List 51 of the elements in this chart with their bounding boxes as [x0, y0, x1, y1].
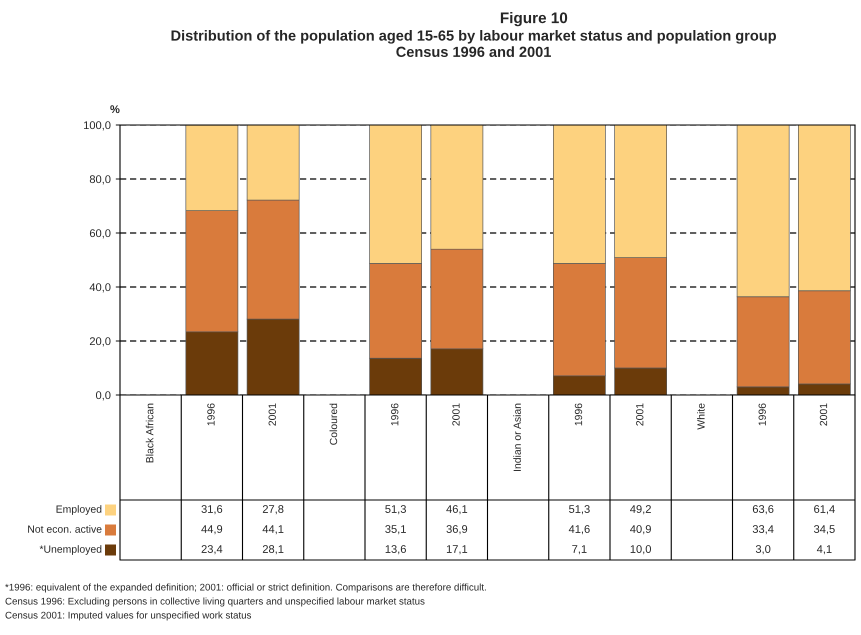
data-label: 31,6: [201, 505, 222, 514]
chart-subtitle: Distribution of the population aged 15-65 by labour market status and population group Census 1996 and 2001: [172, 30, 776, 58]
data-label: 63,6: [752, 505, 774, 514]
y-tick-label: 0,0: [96, 391, 111, 400]
y-tick-label: 20,0: [90, 337, 111, 346]
data-label: 44,9: [201, 525, 222, 534]
y-tick-label: 40,0: [90, 283, 111, 292]
data-label: 17,1: [446, 545, 468, 554]
data-label: 33,4: [752, 525, 774, 534]
x-tick-label: 1996: [207, 403, 215, 426]
data-label: 35,1: [385, 525, 406, 534]
data-label: 27,8: [262, 505, 284, 514]
data-label: 51,3: [569, 505, 590, 514]
x-tick-label: 1996: [391, 403, 398, 426]
x-tick-label: Indian or Asian: [513, 404, 521, 471]
data-label: 41,6: [568, 525, 590, 534]
x-tick-label: 2001: [268, 404, 276, 426]
data-label: 61,4: [814, 505, 835, 514]
data-label: 44,1: [262, 525, 284, 534]
x-tick-label: 2001: [452, 404, 460, 426]
x-tick-label: 2001: [636, 404, 644, 426]
text: *1996: equivalent of the expanded definition; 2001: official or strict definition. Comparisons are therefore difficult.: [5, 583, 486, 593]
data-label: 36,9: [446, 525, 468, 534]
x-tick-label: White: [697, 403, 705, 430]
text: Census 2001: Imputed values for unspecified work status: [5, 611, 252, 621]
data-label: 23,4: [202, 545, 222, 554]
data-label: 28,1: [262, 545, 284, 554]
data-label: 51,3: [385, 505, 406, 514]
data-label: 40,9: [630, 525, 651, 534]
data-label: 46,1: [446, 505, 468, 514]
legend-label: Employed: [56, 505, 102, 515]
data-label: 3,0: [756, 545, 770, 554]
x-tick-label: 1996: [758, 403, 766, 426]
data-label: 10,0: [630, 545, 652, 554]
y-axis-title: %: [110, 105, 120, 114]
x-tick-label: 1996: [574, 403, 582, 426]
text: Census 1996: Excluding persons in collective living quarters and unspecified labour market status: [5, 597, 425, 607]
data-label: 34,5: [814, 525, 835, 534]
y-tick-label: 80,0: [90, 175, 111, 184]
legend-label: Not econ. active: [28, 525, 102, 533]
data-label: 7,1: [572, 545, 587, 554]
chart-title: Figure 10: [500, 12, 568, 26]
legend-label: *Unemployed: [40, 545, 102, 555]
x-tick-label: 2001: [820, 404, 828, 426]
y-tick-label: 100,0: [84, 121, 111, 130]
x-tick-label: Black African: [146, 404, 154, 462]
y-tick-label: 60,0: [90, 229, 111, 238]
data-label: 49,2: [630, 505, 651, 514]
data-label: 13,6: [386, 545, 406, 554]
x-tick-label: Coloured: [330, 404, 338, 445]
data-label: 4,1: [816, 545, 832, 554]
